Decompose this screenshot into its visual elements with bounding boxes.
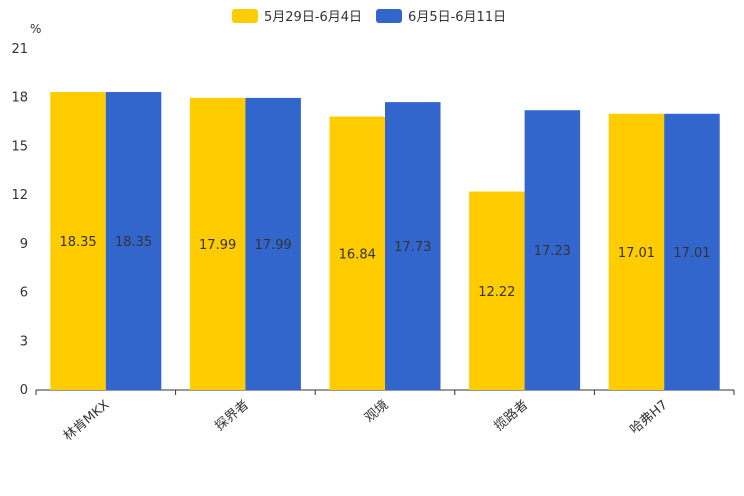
y-tick-label-6: 18 <box>11 91 28 106</box>
y-tick-label-7: 21 <box>11 42 28 57</box>
legend: 5月29日-6月4日 6月5日-6月11日 <box>232 6 506 25</box>
bar-1-1 <box>189 97 246 391</box>
legend-label-series-2: 6月5日-6月11日 <box>408 10 507 25</box>
x-tick-label-1: 探界者 <box>212 398 252 435</box>
y-tick-label-4: 12 <box>11 188 28 203</box>
bar-2-4 <box>664 113 720 390</box>
y-axis-unit: % <box>30 22 42 36</box>
bar-1-3 <box>469 191 525 390</box>
y-tick-label-3: 9 <box>20 237 28 252</box>
legend-item-series-1[interactable]: 5月29日-6月4日 <box>232 6 362 25</box>
legend-swatch-series-2 <box>376 8 403 23</box>
data-label-2-3: 17.23 <box>534 244 571 259</box>
data-label-1-1: 17.99 <box>199 238 236 253</box>
bar-2-2 <box>385 102 441 390</box>
legend-label-series-1: 5月29日-6月4日 <box>264 10 363 25</box>
bar-2-3 <box>524 110 581 390</box>
data-label-1-2: 16.84 <box>339 247 376 262</box>
data-label-1-3: 12.22 <box>478 285 515 300</box>
data-label-1-0: 18.35 <box>59 235 96 250</box>
data-label-2-4: 17.01 <box>673 246 710 261</box>
x-tick-label-3: 揽路者 <box>491 397 531 434</box>
bar-2-0 <box>105 92 162 391</box>
legend-item-series-2[interactable]: 6月5日-6月11日 <box>376 6 506 25</box>
y-tick-label-0: 0 <box>20 383 28 398</box>
bar-1-0 <box>50 92 106 391</box>
y-tick-label-2: 6 <box>20 286 28 301</box>
data-label-2-1: 17.99 <box>255 238 292 253</box>
bar-1-2 <box>329 116 385 390</box>
bar-2-1 <box>245 97 301 391</box>
x-tick-label-2: 观境 <box>362 398 392 426</box>
legend-swatch-series-1 <box>232 8 258 23</box>
y-tick-label-5: 15 <box>11 139 28 154</box>
data-label-2-0: 18.35 <box>115 235 152 250</box>
y-tick-label-1: 3 <box>20 334 28 349</box>
data-label-1-4: 17.01 <box>618 246 655 261</box>
x-tick-label-4: 哈弗H7 <box>627 398 670 438</box>
x-tick-label-0: 林肯MKX <box>61 398 113 445</box>
bar-1-4 <box>608 113 665 390</box>
data-label-2-2: 17.73 <box>394 240 431 255</box>
